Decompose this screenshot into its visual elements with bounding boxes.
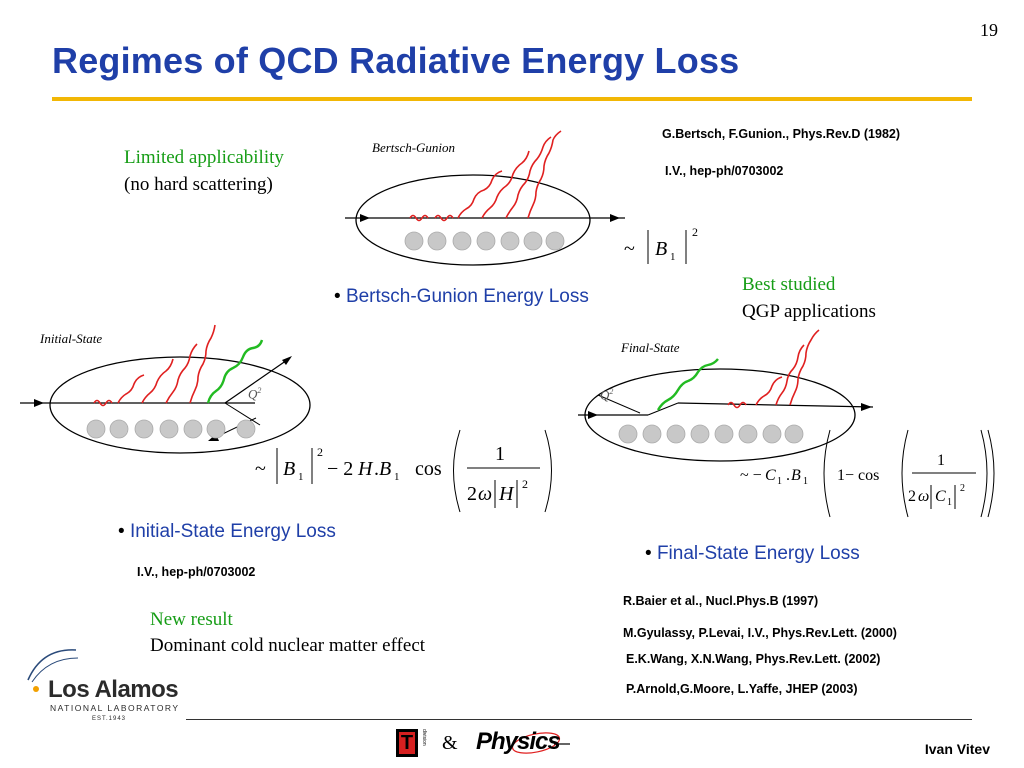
bertsch-gunion-diagram — [345, 130, 625, 266]
svg-text:ω: ω — [918, 488, 929, 505]
best-studied-note: QGP applications — [742, 301, 876, 322]
final-state-reference-arnold: P.Arnold,G.Moore, L.Yaffe, JHEP (2003) — [626, 682, 858, 696]
limited-applicability-note: (no hard scattering) — [124, 174, 273, 195]
initial-state-figure-label: Initial-State — [40, 331, 103, 346]
ampersand: & — [442, 732, 458, 754]
reference-vitev: I.V., hep-ph/0703002 — [665, 164, 784, 178]
bullet-final-state: • Final-State Energy Loss — [645, 543, 860, 564]
svg-text:cos: cos — [415, 458, 442, 480]
final-state-q2-label: Q2 — [600, 387, 614, 403]
slide-title: Regimes of QCD Radiative Energy Loss — [52, 40, 740, 81]
reference-bertsch-gunion: G.Bertsch, F.Gunion., Phys.Rev.D (1982) — [662, 127, 901, 141]
svg-text:B: B — [655, 238, 667, 260]
svg-text:2: 2 — [317, 445, 323, 459]
svg-text:.: . — [374, 458, 379, 480]
final-state-reference-gyulassy: M.Gyulassy, P.Levai, I.V., Phys.Rev.Lett… — [623, 626, 897, 640]
bertsch-gunion-formula: ~ B 1 2 — [624, 225, 698, 264]
svg-text:ω: ω — [478, 483, 492, 505]
svg-text:C: C — [765, 467, 776, 484]
bullet-initial-state: • Initial-State Energy Loss — [118, 521, 336, 542]
los-alamos-est: EST.1943 — [92, 716, 127, 722]
svg-text:1: 1 — [670, 251, 676, 263]
slide-number: 19 — [980, 20, 998, 40]
los-alamos-sublabel: NATIONAL LABORATORY — [50, 703, 180, 713]
final-state-reference-baier: R.Baier et al., Nucl.Phys.B (1997) — [623, 594, 819, 608]
bullet-final-state-text: Final-State Energy Loss — [656, 543, 860, 564]
svg-text:B: B — [379, 458, 391, 480]
los-alamos-logo-swoosh — [27, 649, 79, 692]
svg-text:B: B — [283, 458, 295, 480]
new-result-note: Dominant cold nuclear matter effect — [150, 635, 426, 656]
svg-text:1: 1 — [495, 443, 505, 465]
final-state-diagram — [578, 329, 874, 462]
svg-text:1− cos: 1− cos — [837, 467, 879, 484]
svg-text:B: B — [791, 467, 801, 484]
svg-text:~: ~ — [255, 458, 266, 480]
svg-text:2: 2 — [692, 225, 698, 239]
bullet-bertsch-gunion-text: Bertsch-Gunion Energy Loss — [345, 286, 589, 307]
author-name: Ivan Vitev — [924, 741, 990, 757]
title-underline — [52, 97, 972, 101]
physics-logo: Physics — [476, 728, 561, 755]
new-result-heading: New result — [150, 609, 233, 630]
svg-text:2: 2 — [908, 488, 916, 505]
t-division-side-text: division — [421, 729, 427, 746]
svg-text:2: 2 — [960, 483, 965, 494]
svg-text:2: 2 — [522, 477, 528, 491]
initial-state-diagram — [20, 324, 311, 454]
svg-text:~ −: ~ − — [740, 467, 762, 484]
svg-text:1: 1 — [803, 476, 808, 487]
svg-text:H: H — [357, 458, 374, 480]
svg-text:~: ~ — [624, 238, 635, 260]
svg-text:.: . — [786, 467, 790, 484]
svg-text:2: 2 — [467, 483, 477, 505]
svg-text:− 2: − 2 — [327, 458, 353, 480]
final-state-figure-label: Final-State — [621, 340, 680, 355]
svg-text:C: C — [935, 488, 946, 505]
initial-state-formula: ~ B 1 2 − 2 H . B 1 cos 1 2 ω H 2 — [255, 429, 552, 513]
limited-applicability-heading: Limited applicability — [124, 147, 284, 168]
bertsch-gunion-figure-label: Bertsch-Gunion — [372, 140, 456, 155]
physics-logo-swoosh — [511, 732, 570, 754]
final-state-reference-wang: E.K.Wang, X.N.Wang, Phys.Rev.Lett. (2002… — [626, 652, 881, 666]
initial-state-reference: I.V., hep-ph/0703002 — [137, 565, 256, 579]
t-division-letter: T — [399, 732, 415, 754]
footer-rule — [186, 719, 972, 720]
los-alamos-logo: Los Alamos — [48, 676, 179, 703]
t-division-logo: T — [396, 729, 418, 757]
svg-text:1: 1 — [947, 497, 952, 508]
final-state-formula: ~ − C 1 . B 1 1− cos 1 2 ω C 1 2 — [740, 429, 995, 518]
initial-state-q2-label: Q2 — [248, 386, 262, 402]
bullet-initial-state-text: Initial-State Energy Loss — [129, 521, 336, 542]
svg-text:1: 1 — [394, 471, 400, 483]
svg-text:1: 1 — [298, 471, 304, 483]
svg-text:1: 1 — [937, 452, 945, 469]
best-studied-heading: Best studied — [742, 274, 836, 295]
bullet-bertsch-gunion: • Bertsch-Gunion Energy Loss — [334, 286, 589, 307]
svg-text:1: 1 — [777, 476, 782, 487]
svg-text:H: H — [498, 483, 515, 505]
